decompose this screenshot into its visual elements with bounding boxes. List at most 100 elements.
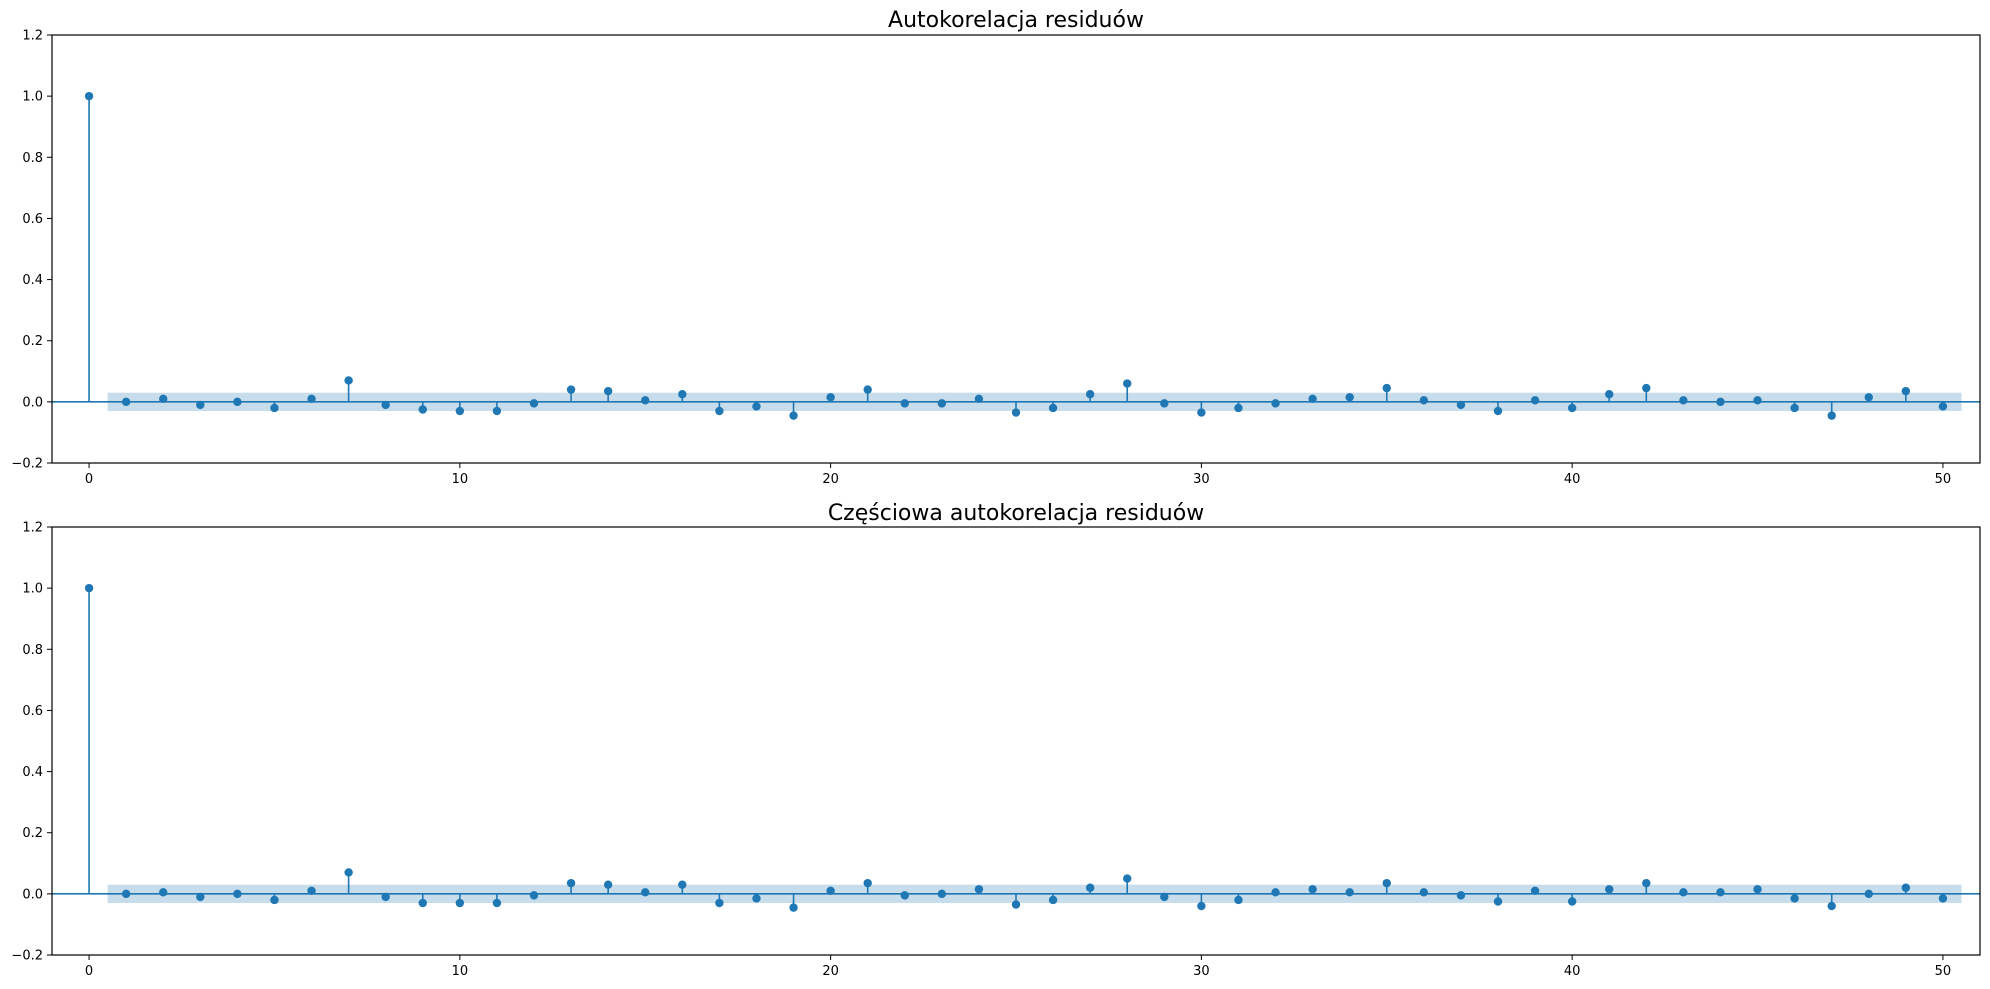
data-point [1716, 888, 1725, 897]
y-tick-label: 0.6 [22, 704, 43, 719]
x-tick-label: 30 [1193, 964, 1210, 979]
data-point [1345, 888, 1354, 897]
y-tick-label: 1.0 [22, 90, 43, 105]
data-point [1938, 894, 1948, 903]
x-tick-label: 20 [822, 964, 839, 979]
data-point [455, 406, 465, 416]
data-point [900, 891, 909, 900]
data-point [1790, 403, 1799, 413]
y-tick-label: 1.0 [22, 582, 43, 597]
data-point [233, 889, 242, 899]
data-point [270, 895, 279, 905]
data-point [1493, 897, 1503, 906]
data-point [455, 898, 465, 908]
data-point [1530, 886, 1540, 895]
y-tick-label: 0.8 [22, 151, 43, 166]
x-tick-label: 10 [452, 472, 469, 487]
data-point [1085, 883, 1095, 892]
data-point [381, 400, 390, 410]
x-tick-label: 0 [85, 964, 93, 979]
data-point [1605, 885, 1614, 894]
data-point [1419, 396, 1429, 405]
data-point [1827, 901, 1836, 911]
data-point [1419, 888, 1429, 897]
x-tick-label: 40 [1564, 964, 1581, 979]
data-point [937, 399, 947, 408]
data-point [1790, 894, 1799, 903]
data-point [1234, 895, 1243, 905]
data-point [603, 880, 613, 889]
y-tick-label: 0.2 [22, 334, 43, 349]
data-point [641, 888, 650, 897]
y-tick-label: 0.8 [22, 643, 43, 658]
data-point [1679, 888, 1688, 897]
data-point [715, 406, 724, 416]
data-point [270, 403, 279, 413]
data-point [418, 405, 427, 414]
data-point [1864, 393, 1873, 402]
data-point [974, 394, 984, 403]
data-point [381, 892, 390, 902]
data-point [678, 390, 687, 399]
x-tick-label: 50 [1935, 964, 1952, 979]
data-point [1642, 878, 1651, 888]
data-point [678, 880, 687, 889]
chart-title: Autokorelacja residuów [888, 8, 1144, 33]
x-tick-label: 10 [452, 964, 469, 979]
axes-frame [51, 34, 1981, 464]
data-point [1382, 878, 1391, 888]
data-point [752, 402, 761, 411]
data-point [826, 886, 835, 895]
x-tick-label: 50 [1935, 472, 1952, 487]
axes-frame [51, 526, 1981, 956]
data-point [159, 888, 168, 897]
data-point [529, 891, 539, 900]
data-point [1864, 889, 1873, 899]
data-point [307, 886, 316, 895]
data-point [1567, 897, 1577, 906]
y-tick-label: 0.4 [22, 765, 43, 780]
data-point [1345, 393, 1354, 402]
data-point [566, 385, 576, 394]
data-point [1308, 885, 1317, 894]
data-point [344, 868, 353, 877]
data-point [1530, 396, 1540, 405]
data-point [863, 878, 872, 888]
x-tick-label: 0 [85, 472, 93, 487]
data-point [1123, 874, 1132, 883]
chart-title: Częściowa autokorelacja residuów [828, 501, 1204, 526]
data-point [937, 889, 947, 899]
data-point [1901, 386, 1911, 396]
x-tick-label: 40 [1564, 472, 1581, 487]
data-point [344, 376, 353, 385]
data-point [1827, 411, 1836, 420]
y-tick-label: 0.0 [22, 887, 43, 902]
data-point [84, 91, 94, 101]
data-point [789, 411, 798, 420]
data-point [1605, 390, 1614, 399]
data-point [1160, 892, 1169, 902]
data-point [641, 396, 650, 405]
data-point [603, 386, 613, 396]
y-tick-label: 0.4 [22, 273, 43, 288]
data-point [1308, 394, 1317, 403]
data-point [1642, 383, 1651, 393]
data-point [1456, 400, 1466, 410]
data-point [752, 894, 761, 903]
y-tick-label: −0.2 [11, 949, 43, 964]
data-point [1011, 900, 1021, 909]
data-point [159, 394, 168, 403]
data-point [196, 892, 205, 902]
x-tick-label: 20 [822, 472, 839, 487]
data-point [1160, 399, 1169, 408]
data-point [1493, 406, 1503, 416]
data-point [121, 889, 131, 899]
data-point [1271, 888, 1280, 897]
data-point [1048, 403, 1058, 413]
data-point [418, 898, 427, 908]
data-point [492, 898, 502, 908]
data-point [1938, 402, 1948, 411]
data-point [1123, 379, 1132, 388]
y-tick-label: −0.2 [11, 457, 43, 472]
